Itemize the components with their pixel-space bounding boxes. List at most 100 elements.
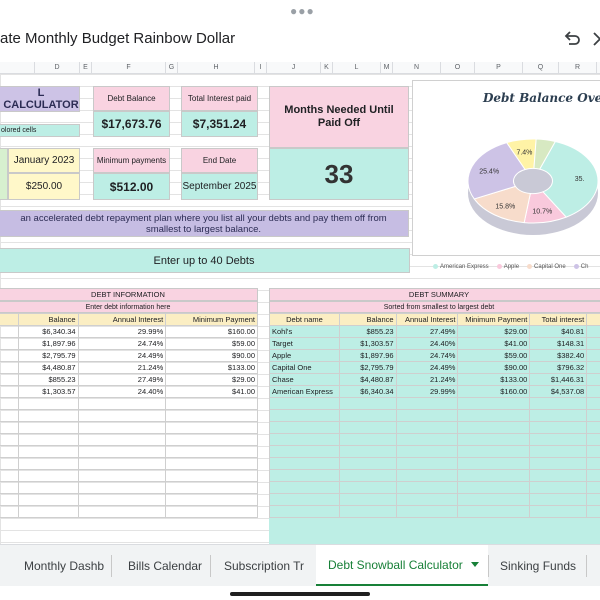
debt-summary-cell[interactable] — [338, 505, 397, 518]
table-row[interactable] — [0, 397, 258, 410]
debt-summary-cell[interactable] — [269, 481, 340, 494]
debt-info-cell[interactable] — [17, 409, 79, 422]
table-row[interactable] — [269, 433, 600, 446]
debt-summary-cell[interactable] — [457, 397, 531, 410]
debt-summary-cell[interactable] — [269, 457, 340, 470]
debt-summary-cell[interactable] — [457, 421, 531, 434]
table-row[interactable] — [0, 469, 258, 482]
column-header[interactable]: D — [35, 62, 80, 74]
debt-summary-cell[interactable] — [529, 445, 588, 458]
debt-info-cell[interactable] — [0, 505, 19, 518]
column-header[interactable] — [597, 62, 600, 74]
tab-debt-snowball-calculator[interactable]: Debt Snowball Calculator — [316, 545, 488, 587]
debt-summary-cell[interactable] — [457, 433, 531, 446]
table-row[interactable]: $2,795.79 24.49% $90.00 — [0, 349, 258, 362]
column-header[interactable] — [0, 62, 35, 74]
debt-summary-cell[interactable]: $90.00 — [457, 361, 531, 374]
table-row[interactable] — [0, 493, 258, 506]
column-header[interactable]: K — [321, 62, 333, 74]
table-row[interactable] — [269, 493, 600, 506]
debt-summary-cell[interactable]: 21.24% — [395, 373, 459, 386]
table-row[interactable] — [0, 481, 258, 494]
debt-summary-cell[interactable] — [529, 457, 588, 470]
debt-info-cell[interactable] — [0, 481, 19, 494]
column-header[interactable]: Q — [523, 62, 559, 74]
column-header[interactable]: E — [80, 62, 92, 74]
debt-info-cell[interactable] — [17, 505, 79, 518]
debt-info-cell[interactable]: $29.00 — [165, 373, 258, 386]
debt-info-header-cell[interactable] — [0, 313, 19, 326]
table-row[interactable] — [269, 505, 600, 518]
debt-info-cell[interactable] — [77, 469, 167, 482]
debt-info-cell[interactable] — [0, 337, 19, 350]
debt-info-cell[interactable] — [77, 433, 167, 446]
debt-info-cell[interactable] — [0, 349, 19, 362]
table-row[interactable] — [269, 457, 600, 470]
debt-summary-cell[interactable] — [586, 505, 600, 518]
table-row[interactable] — [0, 433, 258, 446]
start-date-value[interactable]: January 2023 — [8, 148, 80, 173]
debt-summary-cell[interactable]: $796.32 — [529, 361, 588, 374]
undo-icon[interactable] — [562, 28, 582, 48]
debt-info-cell[interactable]: $6,340.34 — [17, 325, 79, 338]
table-row[interactable]: $4,480.87 21.24% $133.00 — [0, 361, 258, 374]
debt-summary-cell[interactable] — [529, 409, 588, 422]
table-row[interactable]: Kohl's $855.23 27.49% $29.00 $40.81 — [269, 325, 600, 338]
debt-summary-cell[interactable]: $4,480.87 — [338, 373, 397, 386]
debt-summary-cell[interactable]: $40.81 — [529, 325, 588, 338]
debt-info-cell[interactable] — [165, 409, 258, 422]
column-header[interactable]: F — [92, 62, 166, 74]
table-row[interactable] — [269, 481, 600, 494]
debt-summary-cell[interactable]: $1,897.96 — [338, 349, 397, 362]
debt-info-cell[interactable] — [17, 397, 79, 410]
debt-summary-cell[interactable] — [586, 469, 600, 482]
debt-info-cell[interactable]: $2,795.79 — [17, 349, 79, 362]
debt-summary-cell[interactable] — [529, 505, 588, 518]
debt-summary-cell[interactable] — [457, 469, 531, 482]
debt-summary-cell[interactable]: Kohl's — [269, 325, 340, 338]
debt-summary-cell[interactable] — [269, 421, 340, 434]
tab-bills-calendar[interactable]: Bills Calendar — [128, 559, 203, 573]
column-header[interactable]: I — [255, 62, 267, 74]
debt-summary-cell[interactable]: $59.00 — [457, 349, 531, 362]
debt-info-cell[interactable]: 24.40% — [77, 385, 167, 398]
tab-sinking-funds[interactable]: Sinking Funds — [500, 559, 577, 573]
table-row[interactable]: Target $1,303.57 24.40% $41.00 $148.31 — [269, 337, 600, 350]
debt-info-cell[interactable] — [165, 457, 258, 470]
debt-summary-cell[interactable] — [338, 481, 397, 494]
column-header[interactable]: M — [381, 62, 393, 74]
debt-info-cell[interactable]: 24.49% — [77, 349, 167, 362]
debt-info-cell[interactable] — [0, 409, 19, 422]
pie-slice[interactable] — [473, 185, 531, 224]
debt-summary-cell[interactable] — [586, 349, 600, 362]
debt-summary-cell[interactable] — [395, 409, 459, 422]
debt-summary-table[interactable]: Debt name Balance Annual Interest Minimum P… — [269, 313, 600, 518]
debt-info-header-cell[interactable]: Balance — [17, 313, 79, 326]
debt-info-cell[interactable] — [17, 433, 79, 446]
debt-summary-cell[interactable] — [338, 421, 397, 434]
table-row[interactable] — [0, 457, 258, 470]
table-row[interactable]: $1,303.57 24.40% $41.00 — [0, 385, 258, 398]
debt-summary-cell[interactable] — [338, 445, 397, 458]
debt-info-cell[interactable]: $59.00 — [165, 337, 258, 350]
debt-summary-cell[interactable] — [586, 493, 600, 506]
debt-summary-cell[interactable]: $148.31 — [529, 337, 588, 350]
debt-summary-cell[interactable] — [269, 409, 340, 422]
extra-payment-value[interactable]: $250.00 — [8, 173, 80, 200]
debt-summary-cell[interactable] — [586, 409, 600, 422]
column-header[interactable]: O — [441, 62, 475, 74]
column-header[interactable]: G — [166, 62, 178, 74]
column-header[interactable]: L — [333, 62, 381, 74]
debt-summary-cell[interactable] — [395, 445, 459, 458]
column-header[interactable]: N — [393, 62, 441, 74]
debt-info-cell[interactable] — [77, 397, 167, 410]
debt-summary-cell[interactable] — [269, 505, 340, 518]
debt-summary-cell[interactable] — [529, 397, 588, 410]
debt-info-cell[interactable] — [0, 445, 19, 458]
debt-info-cell[interactable] — [77, 505, 167, 518]
debt-info-cell[interactable]: $1,897.96 — [17, 337, 79, 350]
debt-info-cell[interactable] — [77, 493, 167, 506]
debt-info-cell[interactable] — [165, 505, 258, 518]
debt-summary-header-cell[interactable]: Minimum Payment — [457, 313, 531, 326]
debt-info-cell[interactable] — [17, 421, 79, 434]
